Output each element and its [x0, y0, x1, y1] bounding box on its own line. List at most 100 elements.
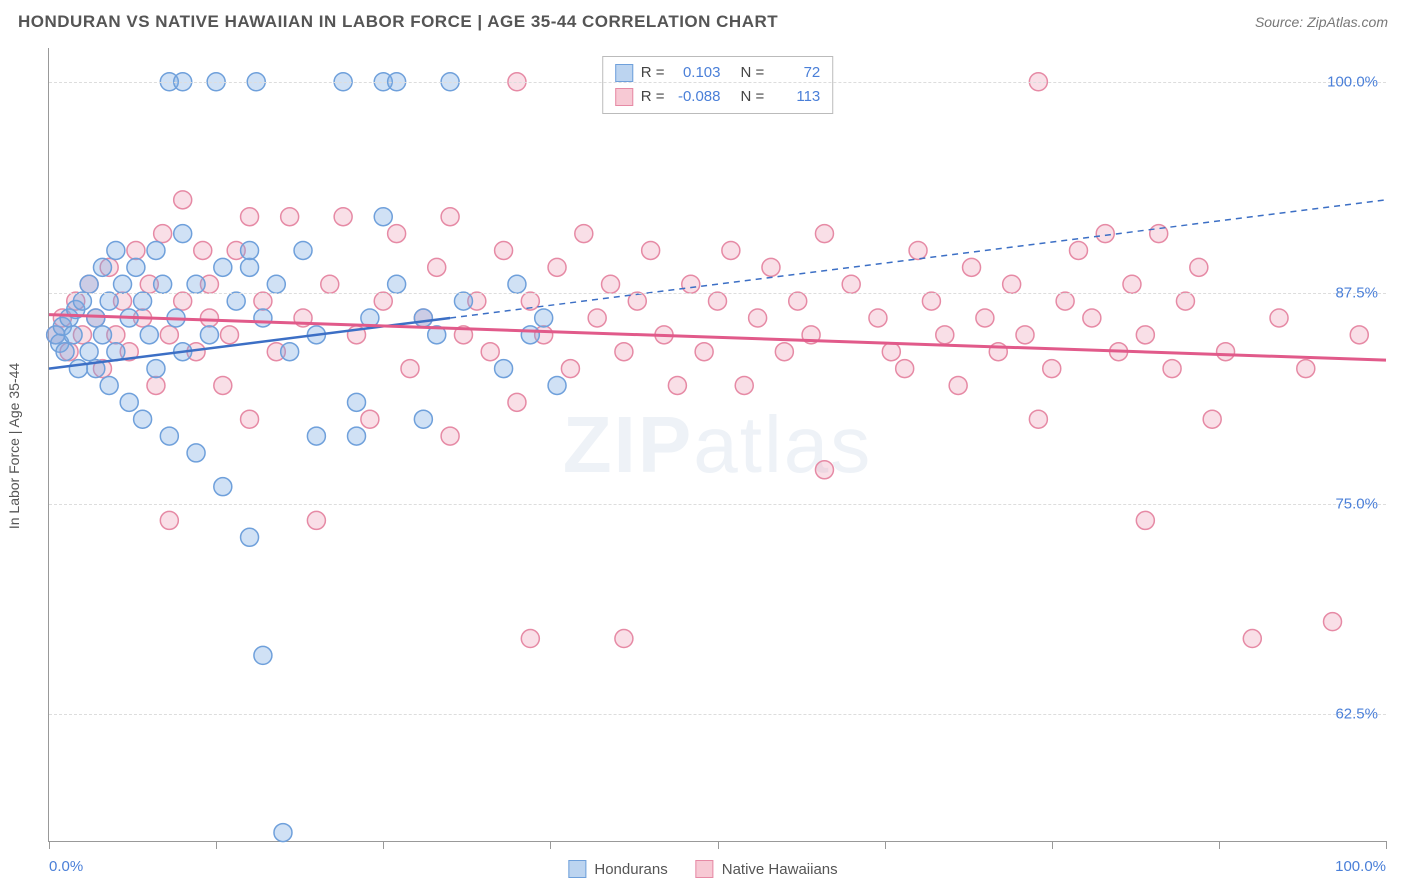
y-tick-label: 75.0%	[1335, 495, 1378, 512]
data-point	[64, 326, 82, 344]
data-point	[160, 511, 178, 529]
data-point	[695, 343, 713, 361]
data-point	[241, 528, 259, 546]
data-point	[348, 393, 366, 411]
x-axis-min-label: 0.0%	[49, 858, 83, 875]
data-point	[869, 309, 887, 327]
data-point	[615, 630, 633, 648]
data-point	[1190, 258, 1208, 276]
data-point	[174, 292, 192, 310]
data-point	[187, 275, 205, 293]
data-point	[441, 208, 459, 226]
data-point	[187, 444, 205, 462]
data-point	[495, 241, 513, 259]
data-point	[56, 343, 74, 361]
data-point	[682, 275, 700, 293]
data-point	[1056, 292, 1074, 310]
data-point	[227, 292, 245, 310]
data-point	[1029, 410, 1047, 428]
n-value: 113	[772, 85, 820, 109]
legend-item: Hondurans	[568, 860, 667, 878]
data-point	[508, 393, 526, 411]
data-point	[100, 292, 118, 310]
data-point	[1324, 613, 1342, 631]
data-point	[140, 326, 158, 344]
data-point	[93, 326, 111, 344]
data-point	[1016, 326, 1034, 344]
x-tick	[1386, 841, 1387, 849]
trendline	[49, 315, 1386, 361]
gridline	[49, 714, 1386, 715]
data-point	[1096, 225, 1114, 243]
data-point	[548, 376, 566, 394]
data-point	[174, 225, 192, 243]
data-point	[241, 410, 259, 428]
data-point	[241, 258, 259, 276]
data-point	[815, 225, 833, 243]
data-point	[1176, 292, 1194, 310]
data-point	[120, 393, 138, 411]
legend-swatch	[696, 860, 714, 878]
data-point	[241, 208, 259, 226]
data-point	[374, 208, 392, 226]
data-point	[588, 309, 606, 327]
data-point	[107, 343, 125, 361]
x-tick	[1052, 841, 1053, 849]
data-point	[307, 511, 325, 529]
data-point	[200, 309, 218, 327]
data-point	[274, 824, 292, 842]
data-point	[374, 292, 392, 310]
data-point	[174, 191, 192, 209]
data-point	[521, 630, 539, 648]
data-point	[1043, 360, 1061, 378]
data-point	[127, 258, 145, 276]
y-tick-label: 100.0%	[1327, 73, 1378, 90]
data-point	[749, 309, 767, 327]
data-point	[949, 376, 967, 394]
data-point	[1069, 241, 1087, 259]
data-point	[735, 376, 753, 394]
data-point	[575, 225, 593, 243]
data-point	[254, 292, 272, 310]
correlation-legend: R =0.103N =72R =-0.088N =113	[602, 56, 834, 114]
y-tick-label: 87.5%	[1335, 284, 1378, 301]
legend-item: Native Hawaiians	[696, 860, 838, 878]
data-point	[561, 360, 579, 378]
data-point	[842, 275, 860, 293]
x-tick	[49, 841, 50, 849]
data-point	[134, 292, 152, 310]
data-point	[154, 225, 172, 243]
data-point	[668, 376, 686, 394]
r-label: R =	[641, 85, 665, 109]
data-point	[789, 292, 807, 310]
data-point	[200, 326, 218, 344]
data-point	[762, 258, 780, 276]
data-point	[414, 410, 432, 428]
data-point	[267, 275, 285, 293]
data-point	[1297, 360, 1315, 378]
data-point	[882, 343, 900, 361]
x-axis-max-label: 100.0%	[1335, 858, 1386, 875]
data-point	[214, 376, 232, 394]
data-point	[495, 360, 513, 378]
data-point	[1350, 326, 1368, 344]
x-tick	[383, 841, 384, 849]
data-point	[909, 241, 927, 259]
x-tick	[550, 841, 551, 849]
data-point	[134, 410, 152, 428]
data-point	[241, 241, 259, 259]
data-point	[114, 275, 132, 293]
data-point	[307, 427, 325, 445]
gridline	[49, 504, 1386, 505]
data-point	[1270, 309, 1288, 327]
data-point	[548, 258, 566, 276]
data-point	[281, 343, 299, 361]
data-point	[709, 292, 727, 310]
data-point	[1136, 511, 1154, 529]
data-point	[521, 326, 539, 344]
data-point	[194, 241, 212, 259]
n-label: N =	[741, 85, 765, 109]
data-point	[388, 275, 406, 293]
data-point	[401, 360, 419, 378]
data-point	[294, 241, 312, 259]
